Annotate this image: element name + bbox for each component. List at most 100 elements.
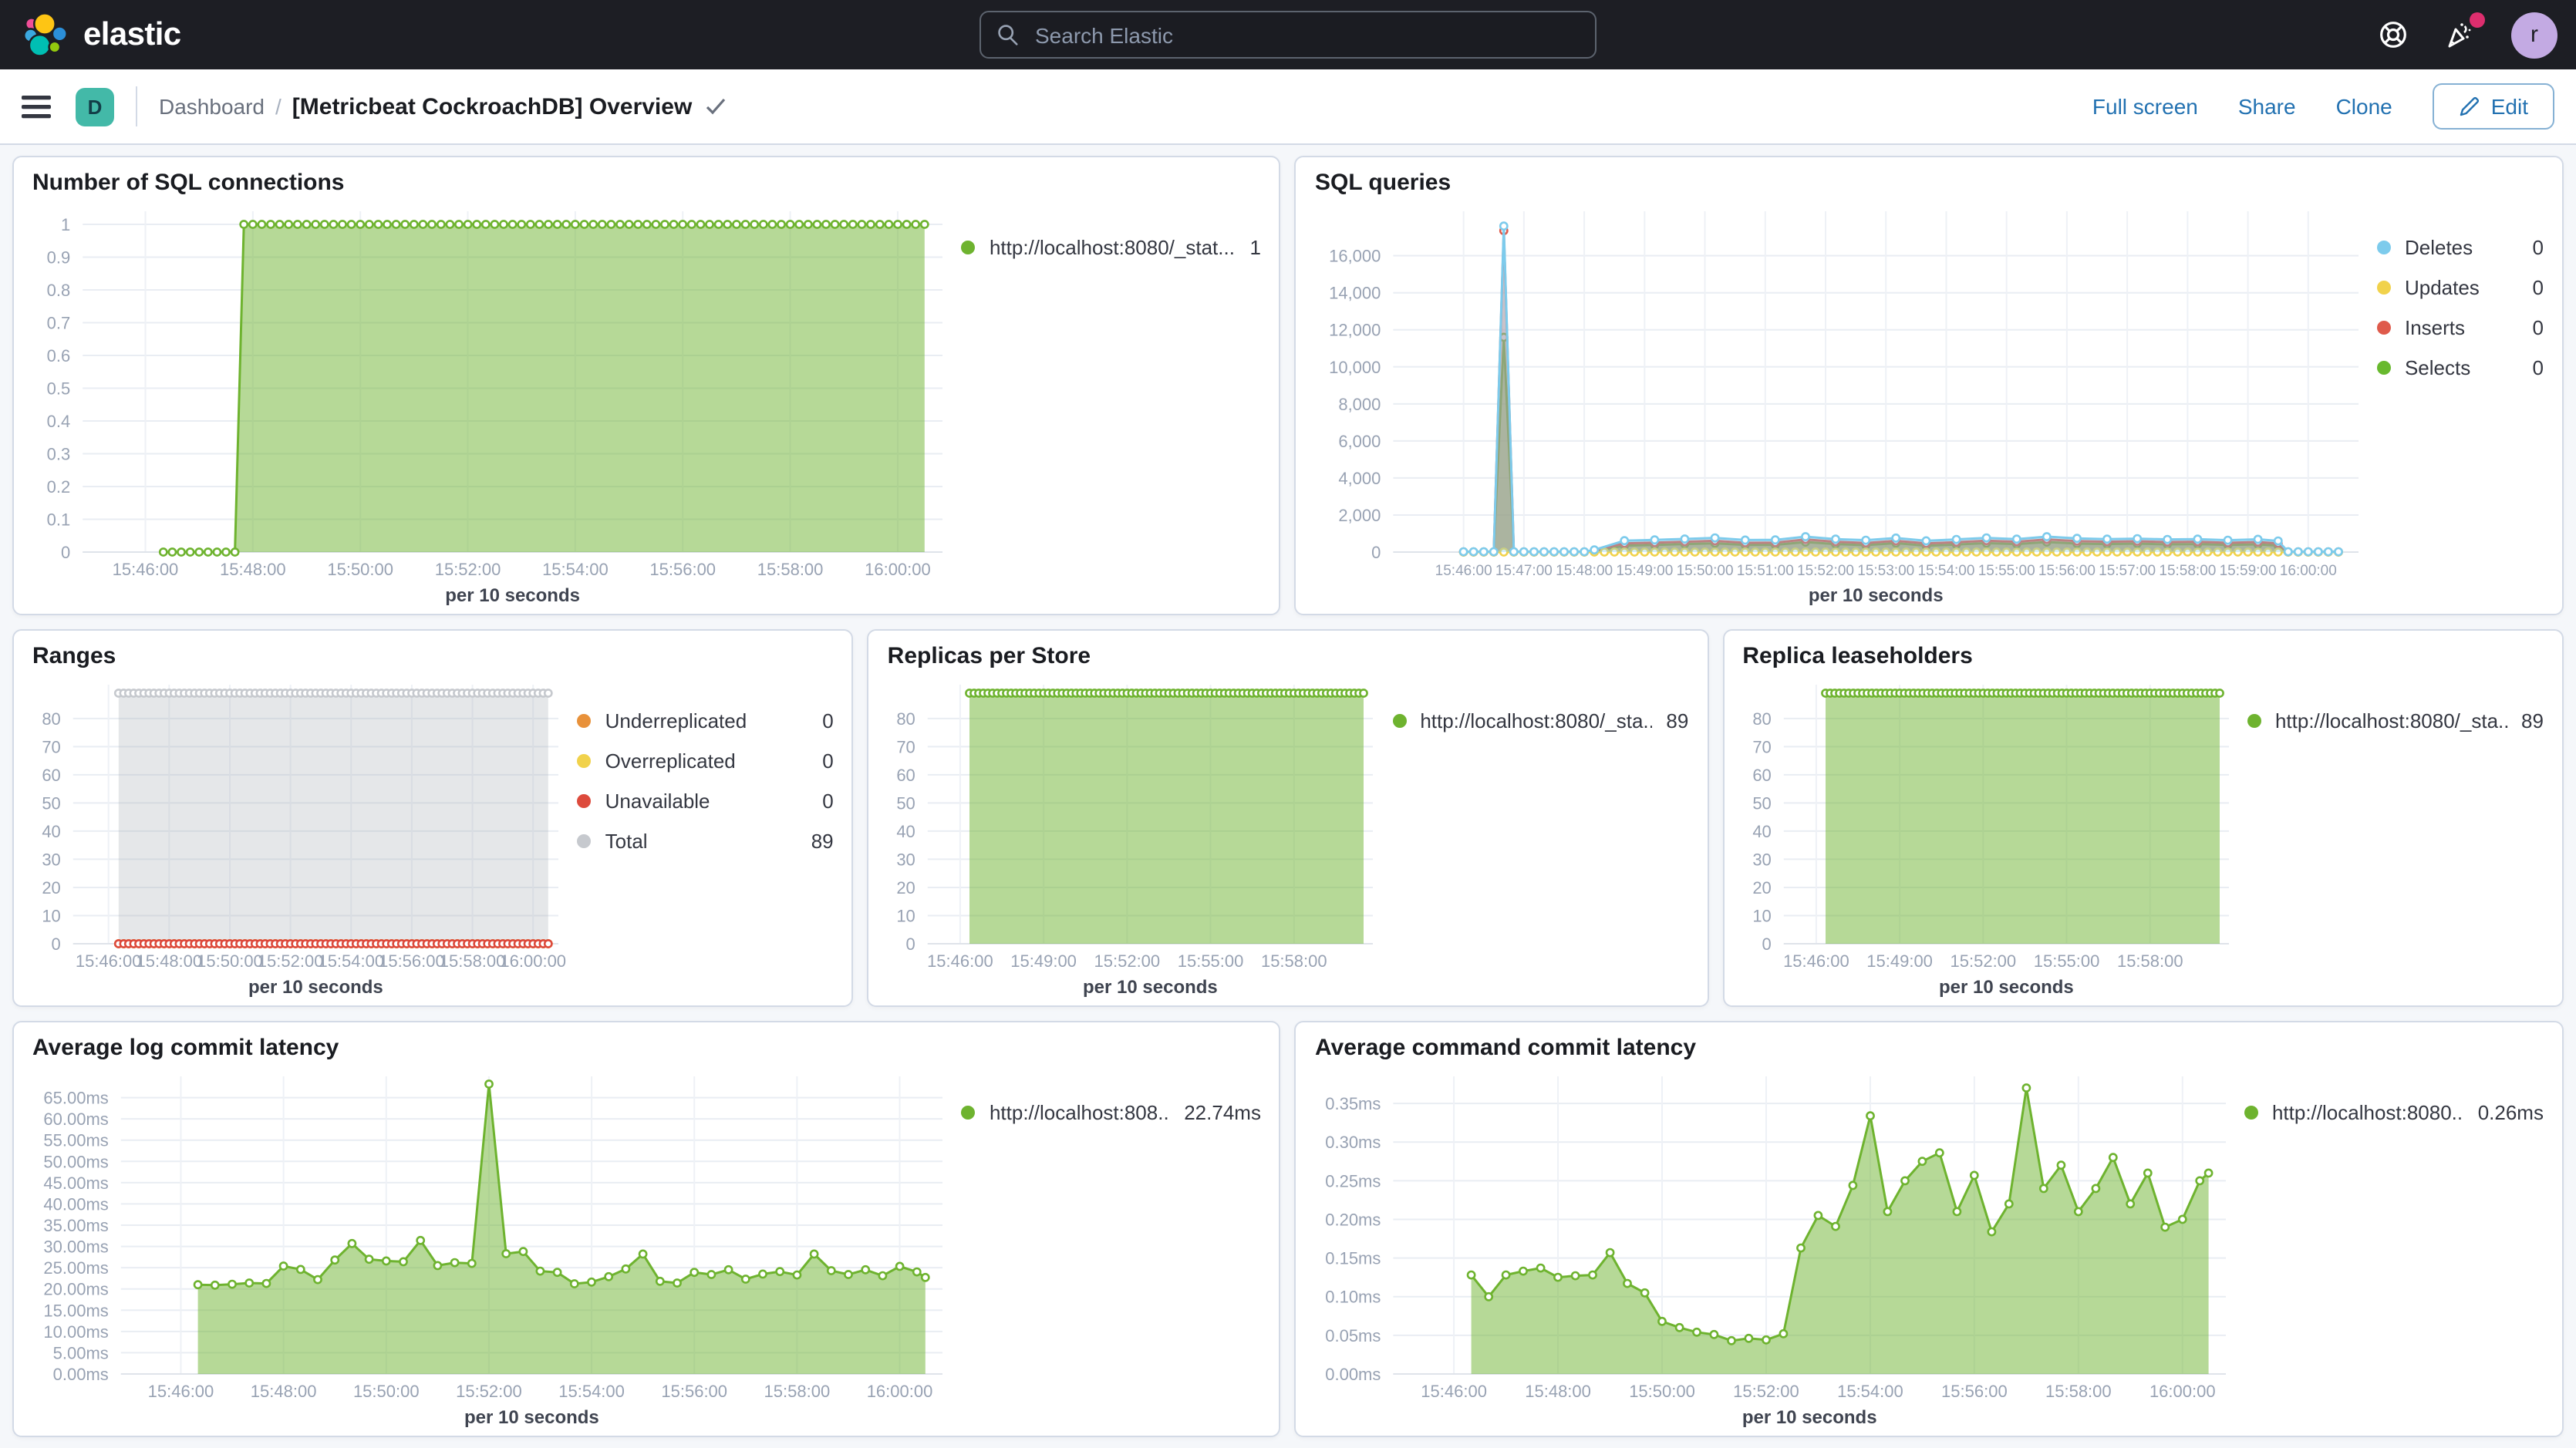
- svg-text:15:58:00: 15:58:00: [1262, 951, 1328, 971]
- svg-text:65.00ms: 65.00ms: [43, 1089, 108, 1108]
- legend-series-value: 89: [1666, 709, 1689, 732]
- legend-series-dot: [577, 834, 592, 848]
- panel-title: Average log commit latency: [32, 1035, 339, 1061]
- svg-text:15:58:00: 15:58:00: [764, 1382, 831, 1401]
- legend-item[interactable]: http://localhost:8080/_sta... 89: [1392, 709, 1688, 732]
- page-title[interactable]: [Metricbeat CockroachDB] Overview: [292, 93, 727, 120]
- replicas-per-store-chart[interactable]: 0 10 20 30 40 50 60 70 80 15:46:00 15:49:00 15:52:0…: [888, 672, 1387, 999]
- help-button[interactable]: [2375, 18, 2409, 52]
- svg-text:15:48:00: 15:48:00: [1556, 563, 1613, 579]
- avg-log-commit-latency-chart[interactable]: 0.00ms 5.00ms 10.00ms 15.00ms 20.00ms 25.00ms…: [32, 1064, 956, 1429]
- svg-text:0.35ms: 0.35ms: [1326, 1094, 1381, 1113]
- legend-item[interactable]: http://localhost:8080/_sta... 89: [2247, 709, 2544, 732]
- svg-text:0.00ms: 0.00ms: [1326, 1365, 1381, 1384]
- legend-series-dot: [2247, 714, 2261, 728]
- svg-text:15:50:00: 15:50:00: [197, 951, 263, 971]
- svg-text:60: 60: [897, 766, 915, 785]
- menu-icon[interactable]: [22, 95, 51, 118]
- svg-text:10: 10: [1752, 906, 1771, 925]
- legend-series-dot: [961, 1106, 976, 1120]
- svg-text:4,000: 4,000: [1339, 469, 1381, 488]
- svg-text:0.9: 0.9: [47, 248, 71, 268]
- full-screen-button[interactable]: Full screen: [2092, 94, 2198, 119]
- svg-text:40: 40: [897, 822, 915, 841]
- legend-item[interactable]: Underreplicated 0: [577, 709, 834, 732]
- ranges-legend: Underreplicated 0 Overreplicated 0 Unavailab…: [572, 672, 834, 999]
- svg-text:0.00ms: 0.00ms: [53, 1365, 109, 1384]
- ranges-chart[interactable]: 0 10 20 30 40 50 60 70 80 15:46:00 15:48:00 15:50:0…: [32, 672, 572, 999]
- legend-series-value: 22.74ms: [1184, 1101, 1261, 1124]
- sql-queries-legend: Deletes 0 Updates 0 Inserts 0 Selects 0: [2371, 199, 2544, 608]
- legend-series-label: http://localhost:808...: [989, 1101, 1171, 1124]
- svg-text:0.25ms: 0.25ms: [1326, 1171, 1381, 1190]
- avg-command-commit-latency-chart[interactable]: 0.00ms 0.05ms 0.10ms 0.15ms 0.20ms 0.25ms 0.30…: [1315, 1064, 2238, 1429]
- panel-title: Replica leaseholders: [1742, 643, 1973, 669]
- sql-connections-legend: http://localhost:8080/_stat... 1: [956, 199, 1261, 608]
- svg-text:55.00ms: 55.00ms: [43, 1131, 108, 1150]
- share-button[interactable]: Share: [2237, 94, 2296, 119]
- legend-item[interactable]: http://localhost:808... 22.74ms: [961, 1101, 1261, 1124]
- replica-leaseholders-chart[interactable]: 0 10 20 30 40 50 60 70 80 15:46:00 15:49:00 15:52:0…: [1742, 672, 2241, 999]
- notification-badge: [2470, 12, 2485, 27]
- sql-connections-chart[interactable]: 0 0.1 0.2 0.3 0.4 0.5 0.6 0.7 0.8 0.9 1 15:46:00 15:…: [32, 199, 956, 608]
- legend-item[interactable]: Selects 0: [2376, 356, 2544, 379]
- svg-text:40: 40: [42, 822, 60, 841]
- svg-text:30: 30: [897, 850, 915, 869]
- svg-text:15:55:00: 15:55:00: [2033, 951, 2099, 971]
- svg-text:15:52:00: 15:52:00: [1734, 1382, 1800, 1401]
- legend-item[interactable]: http://localhost:8080... 0.26ms: [2244, 1101, 2544, 1124]
- svg-text:15:55:00: 15:55:00: [1979, 563, 2036, 579]
- svg-text:60.00ms: 60.00ms: [43, 1110, 108, 1129]
- svg-text:15:46:00: 15:46:00: [1436, 563, 1493, 579]
- legend-item[interactable]: Overreplicated 0: [577, 749, 834, 773]
- search-input[interactable]: [1032, 21, 1580, 49]
- svg-text:70: 70: [897, 737, 915, 756]
- svg-text:15:52:00: 15:52:00: [456, 1382, 522, 1401]
- svg-text:0.3: 0.3: [47, 445, 71, 464]
- svg-text:15:49:00: 15:49:00: [1866, 951, 1933, 971]
- svg-text:40.00ms: 40.00ms: [43, 1194, 108, 1214]
- svg-text:15:50:00: 15:50:00: [353, 1382, 420, 1401]
- svg-text:10: 10: [897, 906, 915, 925]
- legend-item[interactable]: http://localhost:8080/_stat... 1: [961, 236, 1261, 259]
- svg-text:20: 20: [897, 878, 915, 897]
- elastic-brand[interactable]: elastic: [0, 12, 181, 58]
- panel-sql-queries: SQL queries 0 2,000 4,000 6,000 8,000 10,000 1…: [1294, 156, 2564, 615]
- svg-text:80: 80: [1752, 709, 1771, 729]
- replica-leaseholders-legend: http://localhost:8080/_sta... 89: [2241, 672, 2544, 999]
- svg-text:0.1: 0.1: [47, 510, 71, 530]
- svg-text:per 10 seconds: per 10 seconds: [1809, 585, 1944, 606]
- legend-item[interactable]: Unavailable 0: [577, 790, 834, 813]
- panel-title: Ranges: [32, 643, 116, 669]
- legend-series-label: Selects: [2404, 356, 2471, 379]
- svg-text:30.00ms: 30.00ms: [43, 1238, 108, 1257]
- global-search[interactable]: [979, 11, 1597, 59]
- legend-series-label: Inserts: [2404, 316, 2465, 339]
- svg-text:10: 10: [42, 906, 60, 925]
- breadcrumb-dashboard[interactable]: Dashboard: [159, 94, 265, 119]
- legend-item[interactable]: Updates 0: [2376, 276, 2544, 299]
- svg-text:15:58:00: 15:58:00: [440, 951, 506, 971]
- svg-text:10,000: 10,000: [1330, 358, 1381, 377]
- legend-item[interactable]: Total 89: [577, 830, 834, 853]
- clone-button[interactable]: Clone: [2335, 94, 2392, 119]
- legend-item[interactable]: Deletes 0: [2376, 236, 2544, 259]
- top-header: elastic: [0, 0, 2576, 69]
- user-avatar[interactable]: r: [2511, 12, 2557, 58]
- legend-series-dot: [2244, 1106, 2258, 1120]
- svg-text:15:48:00: 15:48:00: [1526, 1382, 1592, 1401]
- svg-text:2,000: 2,000: [1339, 506, 1381, 525]
- svg-text:16:00:00: 16:00:00: [500, 951, 566, 971]
- svg-text:0.30ms: 0.30ms: [1326, 1133, 1381, 1152]
- space-badge[interactable]: D: [76, 87, 114, 126]
- edit-button[interactable]: Edit: [2432, 83, 2554, 130]
- svg-text:15:58:00: 15:58:00: [757, 560, 824, 579]
- legend-series-value: 0: [2532, 276, 2544, 299]
- news-button[interactable]: [2443, 12, 2485, 52]
- svg-text:60: 60: [1752, 766, 1771, 785]
- sql-queries-chart[interactable]: 0 2,000 4,000 6,000 8,000 10,000 12,000 14,000 1…: [1315, 199, 2371, 608]
- legend-item[interactable]: Inserts 0: [2376, 316, 2544, 339]
- pencil-icon: [2460, 96, 2479, 116]
- svg-text:per 10 seconds: per 10 seconds: [445, 585, 580, 606]
